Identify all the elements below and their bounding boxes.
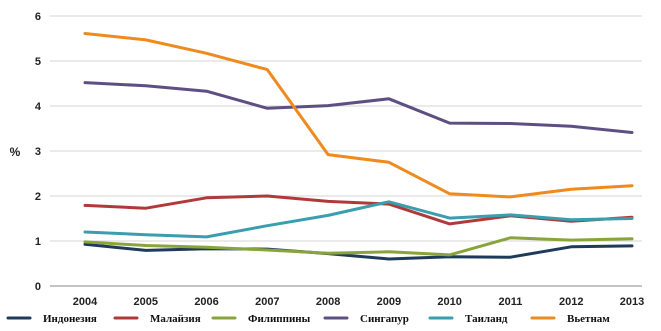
x-tick-label: 2008 [316,296,340,308]
series-line-0 [83,242,634,261]
y-tick-label: 6 [35,11,41,23]
legend-label-4: Таиланд [465,313,508,325]
legend-label-1: Малайзия [150,313,201,325]
axes: 0 1 2 3 4 5 6 2004 2005 2006 2007 2008 2009 2010 2011 2… [10,11,645,308]
legend: Индонезия Малайзия Филиппины Сингапур Таилан… [6,313,610,325]
series-line-2 [83,236,634,257]
x-tick-label: 2010 [437,296,461,308]
series-line-4 [83,200,634,239]
legend-label-5: Вьетнам [567,313,610,325]
grid [50,15,642,242]
y-axis-label: % [10,145,21,159]
x-tick-label: 2011 [499,296,523,308]
x-tick-label: 2005 [134,296,158,308]
x-tick-label: 2004 [73,296,98,308]
legend-label-0: Индонезия [43,313,97,325]
y-tick-label: 1 [35,236,41,248]
y-tick-label: 5 [35,56,41,68]
x-tick-label: 2012 [559,296,583,308]
x-tick-label: 2006 [194,296,218,308]
legend-label-2: Филиппины [248,313,311,325]
y-tick-label: 0 [35,281,41,293]
series-line-5 [83,32,634,199]
series-line-3 [83,81,634,134]
y-tick-label: 3 [35,146,41,158]
series-lines [83,32,634,261]
x-tick-label: 2013 [620,296,644,308]
legend-label-3: Сингапур [360,313,409,325]
x-tick-label: 2009 [377,296,401,308]
x-tick-label: 2007 [255,296,279,308]
y-tick-label: 2 [35,191,41,203]
y-tick-label: 4 [35,101,42,113]
